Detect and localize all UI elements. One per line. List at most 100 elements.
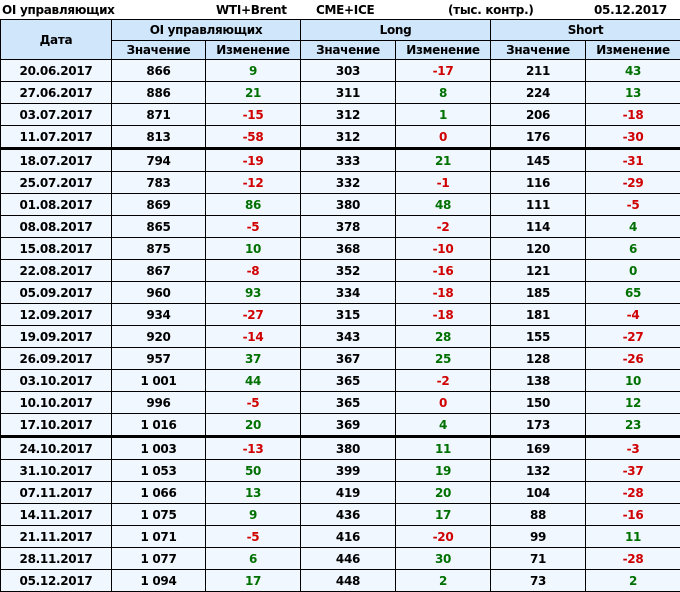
- short-change-cell: -18: [586, 104, 680, 126]
- date-cell: 22.08.2017: [1, 260, 112, 282]
- oi-change-cell: 93: [206, 282, 301, 304]
- long-value-cell: 333: [301, 149, 396, 172]
- oi-change-cell: 6: [206, 548, 301, 570]
- short-change-cell: 2: [586, 570, 680, 592]
- date-cell: 14.11.2017: [1, 504, 112, 526]
- short-change-cell: 12: [586, 392, 680, 414]
- oi-value-cell: 867: [112, 260, 206, 282]
- short-change-cell: -5: [586, 194, 680, 216]
- date-cell: 08.08.2017: [1, 216, 112, 238]
- long-change-cell: -20: [396, 526, 491, 548]
- short-value-cell: 224: [491, 82, 586, 104]
- short-value-cell: 138: [491, 370, 586, 392]
- short-change-cell: -3: [586, 437, 680, 460]
- long-value-cell: 332: [301, 172, 396, 194]
- long-change-cell: 25: [396, 348, 491, 370]
- long-value-cell: 380: [301, 437, 396, 460]
- long-value-cell: 416: [301, 526, 396, 548]
- short-change-cell: 23: [586, 414, 680, 437]
- oi-value-cell: 794: [112, 149, 206, 172]
- long-value-cell: 399: [301, 460, 396, 482]
- oi-change-cell: 9: [206, 60, 301, 82]
- oi-change-cell: -14: [206, 326, 301, 348]
- short-change-cell: -26: [586, 348, 680, 370]
- short-value-cell: 88: [491, 504, 586, 526]
- long-change-cell: 48: [396, 194, 491, 216]
- oi-change-cell: -58: [206, 126, 301, 149]
- top-bar: OI управляющих WTI+Brent CME+ICE (тыс. к…: [0, 0, 680, 19]
- header-date: Дата: [1, 20, 112, 60]
- header-oi: OI управляющих: [112, 20, 301, 41]
- date-cell: 26.09.2017: [1, 348, 112, 370]
- long-change-cell: -17: [396, 60, 491, 82]
- oi-value-cell: 1 071: [112, 526, 206, 548]
- oi-change-cell: 10: [206, 238, 301, 260]
- oi-change-cell: 21: [206, 82, 301, 104]
- oi-change-cell: 20: [206, 414, 301, 437]
- short-value-cell: 128: [491, 348, 586, 370]
- long-value-cell: 369: [301, 414, 396, 437]
- long-change-cell: 2: [396, 570, 491, 592]
- long-value-cell: 368: [301, 238, 396, 260]
- oi-value-cell: 1 053: [112, 460, 206, 482]
- header-short-change: Изменение: [586, 41, 680, 60]
- header-long: Long: [301, 20, 491, 41]
- long-change-cell: 28: [396, 326, 491, 348]
- exchange-label: CME+ICE: [316, 3, 374, 17]
- short-change-cell: 10: [586, 370, 680, 392]
- short-value-cell: 176: [491, 126, 586, 149]
- long-value-cell: 380: [301, 194, 396, 216]
- oi-value-cell: 866: [112, 60, 206, 82]
- oi-value-cell: 920: [112, 326, 206, 348]
- date-cell: 03.10.2017: [1, 370, 112, 392]
- header-short-value: Значение: [491, 41, 586, 60]
- date-cell: 28.11.2017: [1, 548, 112, 570]
- oi-value-cell: 1 001: [112, 370, 206, 392]
- long-value-cell: 378: [301, 216, 396, 238]
- short-change-cell: 6: [586, 238, 680, 260]
- long-value-cell: 315: [301, 304, 396, 326]
- long-value-cell: 312: [301, 126, 396, 149]
- long-change-cell: 0: [396, 126, 491, 149]
- long-value-cell: 343: [301, 326, 396, 348]
- short-value-cell: 150: [491, 392, 586, 414]
- oi-value-cell: 934: [112, 304, 206, 326]
- oi-change-cell: -5: [206, 216, 301, 238]
- oi-change-cell: -19: [206, 149, 301, 172]
- oi-change-cell: 13: [206, 482, 301, 504]
- oi-value-cell: 960: [112, 282, 206, 304]
- oi-change-cell: -15: [206, 104, 301, 126]
- short-value-cell: 121: [491, 260, 586, 282]
- date-cell: 31.10.2017: [1, 460, 112, 482]
- oi-change-cell: 86: [206, 194, 301, 216]
- long-value-cell: 365: [301, 370, 396, 392]
- date-cell: 21.11.2017: [1, 526, 112, 548]
- long-value-cell: 334: [301, 282, 396, 304]
- date-cell: 20.06.2017: [1, 60, 112, 82]
- long-change-cell: 21: [396, 149, 491, 172]
- date-cell: 03.07.2017: [1, 104, 112, 126]
- short-value-cell: 185: [491, 282, 586, 304]
- short-change-cell: 4: [586, 216, 680, 238]
- header-oi-change: Изменение: [206, 41, 301, 60]
- oi-value-cell: 1 075: [112, 504, 206, 526]
- date-cell: 24.10.2017: [1, 437, 112, 460]
- long-change-cell: 4: [396, 414, 491, 437]
- long-change-cell: 20: [396, 482, 491, 504]
- units-label: (тыс. контр.): [448, 3, 534, 17]
- report-date: 05.12.2017: [594, 3, 667, 17]
- oi-value-cell: 1 016: [112, 414, 206, 437]
- oi-value-cell: 813: [112, 126, 206, 149]
- date-cell: 01.08.2017: [1, 194, 112, 216]
